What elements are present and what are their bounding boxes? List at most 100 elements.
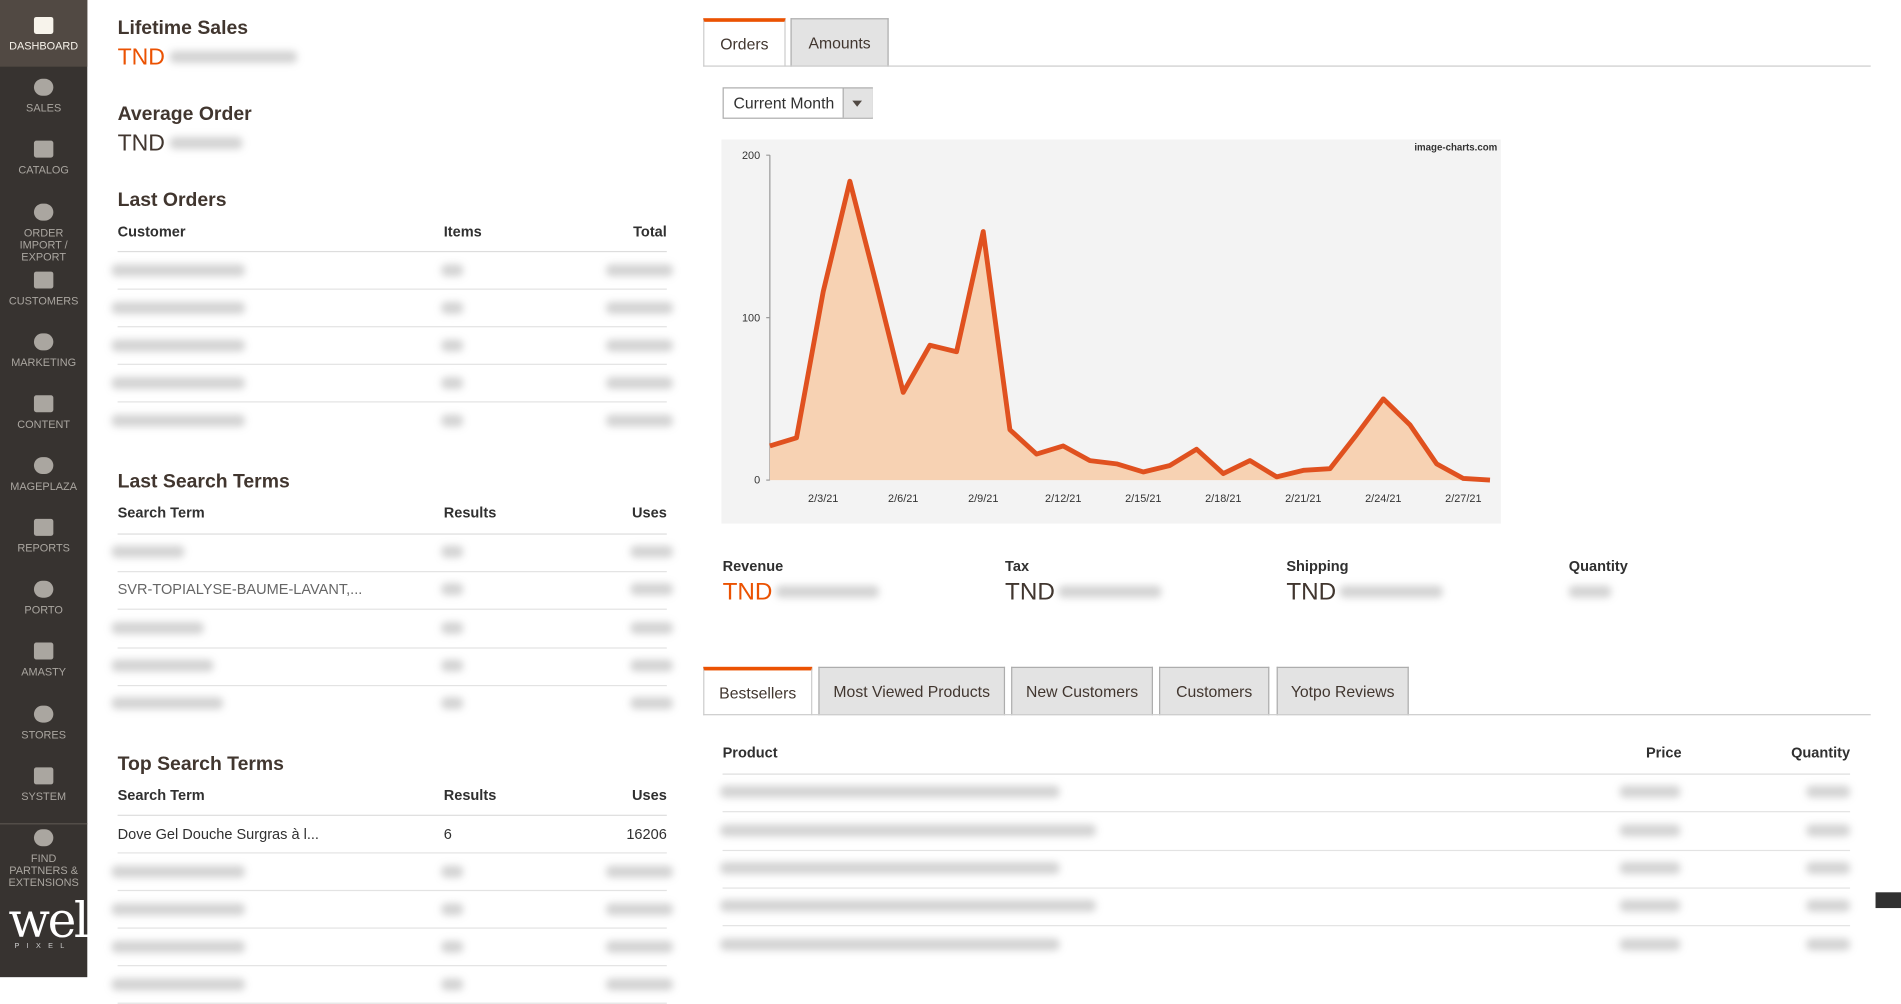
chart-tab[interactable]: Orders [703, 18, 786, 67]
nav-item[interactable]: SALES [26, 101, 62, 114]
blurred-text [441, 621, 464, 635]
x-tick-label: 2/15/21 [1125, 493, 1161, 505]
nav-item[interactable]: SYSTEM [21, 790, 67, 803]
row-divider [117, 647, 667, 649]
sidebar [0, 0, 88, 978]
blurred-text [111, 865, 245, 878]
row-divider [117, 250, 667, 253]
grid-tab[interactable]: Bestsellers [703, 666, 813, 716]
blurred-text [169, 136, 243, 150]
blurred-text [606, 414, 673, 427]
nav-item[interactable]: CATALOG [18, 163, 69, 176]
total-value: TND [1286, 578, 1337, 606]
x-tick-label: 2/24/21 [1365, 493, 1401, 505]
blurred-text [441, 377, 464, 390]
row-divider [117, 608, 667, 610]
grid-tab[interactable]: Most Viewed Products [818, 666, 1006, 716]
blurred-text [606, 978, 673, 991]
blurred-text [1619, 785, 1681, 798]
column-header: Search Term [117, 504, 205, 522]
section-title: Last Orders [117, 190, 227, 211]
blurred-text [111, 940, 245, 953]
row-divider [117, 326, 667, 328]
blurred-text [111, 903, 245, 916]
total-value: TND [722, 578, 773, 606]
blurred-text [1568, 585, 1612, 598]
blurred-text [720, 785, 1060, 798]
column-header: Results [443, 504, 497, 522]
blurred-text [720, 824, 1096, 837]
blurred-text [111, 301, 245, 315]
y-tick-label: 200 [742, 150, 760, 162]
blurred-text [441, 940, 464, 953]
cell: Dove Gel Douche Surgras à l... [117, 825, 319, 843]
nav-item[interactable]: MARKETING [11, 356, 77, 369]
blurred-text [606, 903, 673, 916]
blurred-text [720, 938, 1060, 951]
nav-icon [33, 705, 54, 723]
nav-item[interactable]: ORDER IMPORT / EXPORT [19, 226, 68, 264]
stat-value: TND [117, 130, 165, 157]
blurred-text [720, 861, 1060, 875]
period-label: Current Month [733, 93, 835, 113]
x-tick-label: 2/9/21 [968, 493, 998, 505]
grid-tab[interactable]: Customers [1159, 666, 1270, 716]
stat-label: Average Order [117, 104, 252, 125]
nav-item[interactable]: FIND PARTNERS & EXTENSIONS [8, 852, 79, 889]
row-divider [703, 714, 1871, 716]
nav-icon [33, 518, 54, 536]
nav-item[interactable]: DASHBOARD [9, 40, 79, 53]
grid-tab[interactable]: Yotpo Reviews [1276, 666, 1409, 716]
blurred-text [441, 545, 464, 558]
x-tick-label: 2/21/21 [1285, 493, 1321, 505]
column-header: Items [443, 223, 482, 241]
nav-icon [33, 829, 54, 847]
blurred-text [630, 621, 673, 635]
blurred-text [606, 301, 673, 315]
blurred-text [441, 264, 464, 277]
nav-item[interactable]: STORES [21, 728, 66, 741]
line [769, 178, 1491, 483]
column-header: Uses [632, 786, 667, 804]
separator [0, 823, 88, 825]
row-divider [117, 852, 667, 854]
chart-tab[interactable]: Amounts [790, 18, 889, 67]
cell: 16206 [626, 825, 667, 843]
blurred-text [1806, 824, 1851, 837]
area [769, 181, 1491, 481]
nav-item[interactable]: PORTO [24, 603, 63, 616]
nav-item[interactable]: CUSTOMERS [8, 294, 79, 307]
x-tick-label: 2/12/21 [1045, 493, 1081, 505]
blurred-text [441, 414, 464, 427]
blurred-text [1806, 861, 1851, 875]
blurred-text [111, 621, 204, 635]
blurred-text [606, 940, 673, 953]
nav-item[interactable]: AMASTY [21, 665, 67, 678]
column-header: Total [633, 223, 667, 241]
nav-icon [33, 642, 54, 660]
blurred-text [111, 377, 245, 390]
blurred-text [111, 659, 214, 672]
blurred-text [441, 697, 464, 710]
nav-item[interactable]: CONTENT [17, 418, 71, 431]
nav-icon [33, 140, 54, 158]
row-divider [117, 401, 667, 403]
row-divider [117, 965, 667, 967]
blurred-text [169, 50, 298, 64]
section-title: Top Search Terms [117, 754, 284, 775]
nav-item[interactable]: MAGEPLAZA [10, 480, 77, 493]
blurred-text [111, 545, 185, 558]
blurred-text [111, 264, 245, 277]
nav-item[interactable]: REPORTS [17, 541, 70, 555]
row-divider [722, 849, 1851, 852]
blurred-text [606, 377, 673, 390]
nav-icon [33, 78, 54, 96]
column-header: Price [1645, 744, 1682, 762]
blurred-text [630, 583, 673, 596]
y-tick-label: 100 [742, 312, 760, 324]
grid-tab[interactable]: New Customers [1011, 666, 1153, 716]
blurred-text [1619, 824, 1681, 837]
blurred-text [1806, 938, 1851, 951]
x-tick-label: 2/3/21 [808, 493, 838, 505]
